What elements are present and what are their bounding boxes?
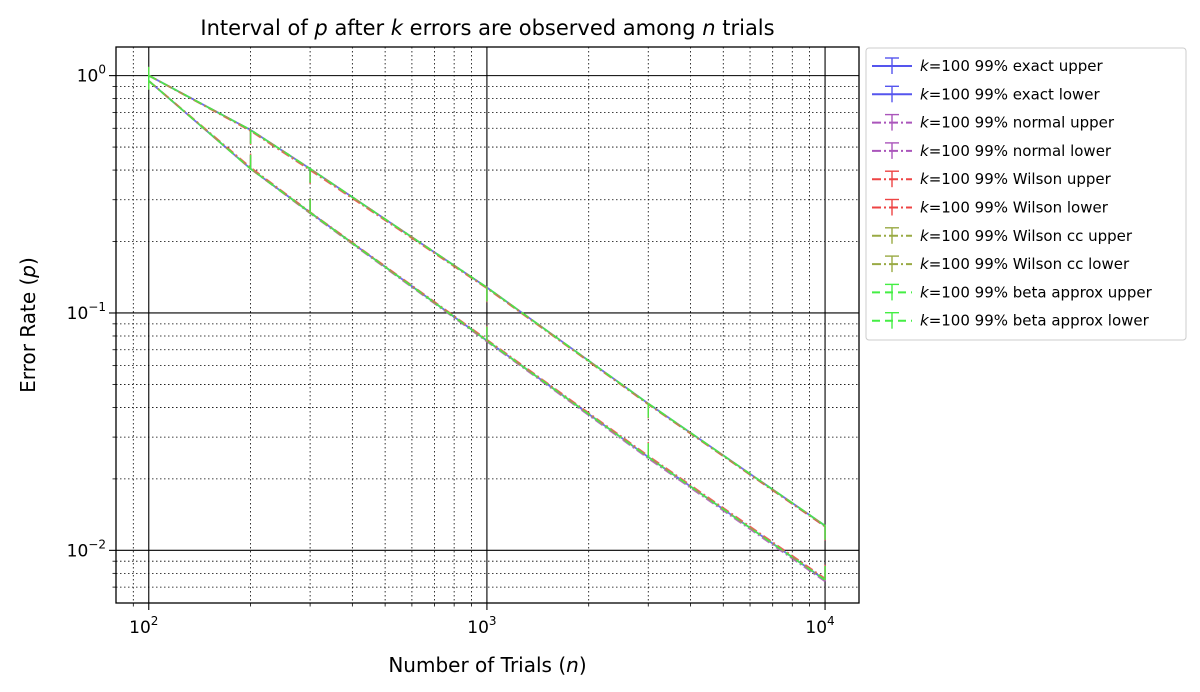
legend-label: k=100 99% normal lower bbox=[920, 142, 1112, 160]
ticks: 102 103 104 100 10−1 10−2 bbox=[67, 63, 835, 638]
legend-label: k=100 99% exact lower bbox=[920, 85, 1101, 103]
legend-label: k=100 99% Wilson lower bbox=[920, 199, 1109, 217]
legend-label: k=100 99% Wilson cc lower bbox=[920, 255, 1130, 273]
legend-label: k=100 99% Wilson upper bbox=[920, 170, 1112, 188]
legend-label: k=100 99% beta approx lower bbox=[920, 312, 1150, 330]
legend-item: k=100 99% normal upper bbox=[872, 114, 1115, 132]
x-tick-label: 103 bbox=[467, 614, 496, 638]
x-tick-label: 104 bbox=[805, 614, 834, 638]
series-group bbox=[148, 66, 826, 583]
legend: k=100 99% exact upper k=100 99% exact low… bbox=[865, 47, 1187, 341]
legend-label: k=100 99% Wilson cc upper bbox=[920, 227, 1133, 245]
series-line-9 bbox=[148, 74, 826, 527]
legend-item: k=100 99% exact lower bbox=[872, 85, 1101, 103]
legend-label: k=100 99% normal upper bbox=[920, 114, 1115, 132]
legend-item: k=100 99% exact upper bbox=[872, 57, 1103, 75]
legend-item: k=100 99% normal lower bbox=[872, 142, 1112, 160]
legend-item: k=100 99% Wilson cc upper bbox=[872, 227, 1133, 245]
legend-frame bbox=[865, 47, 1187, 341]
legend-item: k=100 99% Wilson cc lower bbox=[872, 255, 1130, 273]
legend-item: k=100 99% Wilson upper bbox=[872, 170, 1112, 188]
y-axis-label: Error Rate (p) bbox=[16, 257, 40, 393]
legend-item: k=100 99% beta approx upper bbox=[872, 283, 1153, 301]
legend-item: k=100 99% Wilson lower bbox=[872, 199, 1109, 217]
legend-label: k=100 99% beta approx upper bbox=[920, 283, 1153, 301]
y-tick-label: 100 bbox=[77, 63, 106, 87]
grid bbox=[116, 47, 859, 603]
y-tick-label: 10−2 bbox=[67, 537, 106, 561]
y-tick-label: 10−1 bbox=[67, 300, 106, 324]
legend-label: k=100 99% exact upper bbox=[920, 57, 1103, 75]
plot-frame bbox=[115, 46, 860, 604]
series-line-10 bbox=[148, 80, 826, 581]
chart-title: Interval of p after k errors are observe… bbox=[200, 16, 774, 40]
legend-item: k=100 99% beta approx lower bbox=[872, 312, 1150, 330]
x-tick-label: 102 bbox=[129, 614, 158, 638]
x-axis-label: Number of Trials (n) bbox=[388, 653, 586, 677]
